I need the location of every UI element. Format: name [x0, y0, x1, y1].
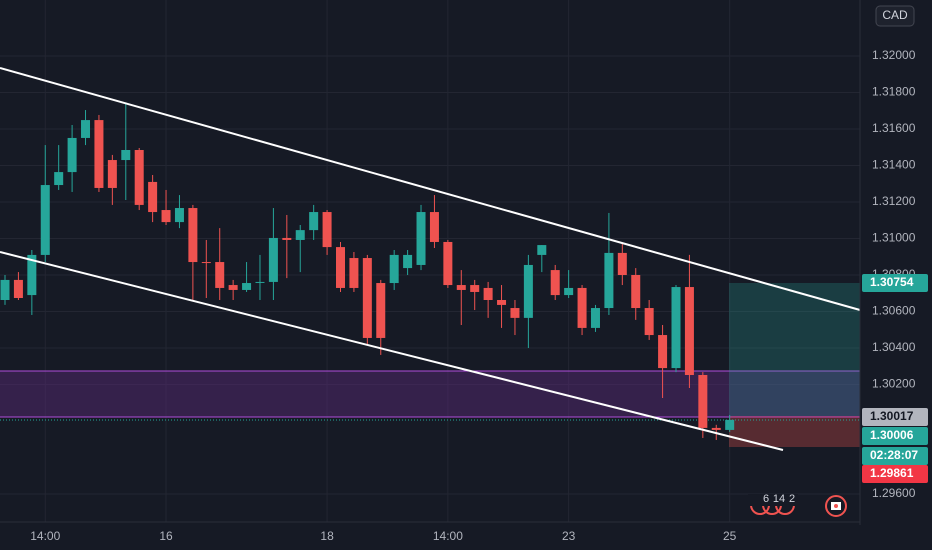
candle-body [510, 308, 520, 318]
y-tick-label: 1.30200 [872, 377, 916, 391]
candle-body [67, 137, 77, 173]
candle-body [107, 160, 117, 188]
price-label: 1.30754 [870, 275, 914, 289]
candle-body [268, 237, 278, 282]
candle-body [0, 279, 10, 300]
y-tick-label: 1.31400 [872, 158, 916, 172]
x-tick-label: 25 [723, 529, 737, 543]
candle-body [698, 375, 708, 428]
candle-body [309, 212, 319, 231]
candle-body [523, 264, 533, 318]
candle-body [134, 150, 144, 205]
y-tick-label: 1.31000 [872, 231, 916, 245]
candle-body [604, 252, 614, 309]
x-tick-label: 14:00 [30, 529, 60, 543]
event-count: 2 [789, 493, 795, 505]
candle-body [644, 308, 654, 336]
candle-body [188, 208, 198, 263]
x-tick-label: 14:00 [433, 529, 463, 543]
candle-body [671, 287, 681, 369]
candles [0, 102, 735, 440]
candle-body [470, 285, 480, 292]
candle-body [242, 283, 252, 290]
currency[interactable]: CAD [882, 8, 908, 22]
candle-body [201, 262, 211, 264]
candle-body [228, 285, 238, 290]
candle-body [349, 258, 359, 288]
trend-line [0, 67, 861, 311]
target-zone [729, 283, 860, 416]
price-label: 1.29861 [870, 466, 914, 480]
price-label: 02:28:07 [870, 448, 918, 462]
price-label-box [862, 447, 928, 465]
candle-body [148, 181, 158, 213]
candle-body [27, 254, 37, 296]
candle-body [590, 308, 600, 328]
y-tick-label: 1.31600 [872, 121, 916, 135]
event-count: 14 [773, 493, 785, 505]
price-labels: 1.30754 1.30017 1.30006 02:28:07 1.29861 [862, 274, 928, 483]
stop-zone [729, 416, 860, 447]
event-bg [748, 494, 798, 506]
price-label: 1.30006 [870, 428, 914, 442]
candle-body [389, 254, 399, 284]
event-count: 6 [763, 493, 769, 505]
flag-leaf [834, 504, 838, 508]
candle-body [40, 185, 50, 255]
y-tick-label: 1.32000 [872, 48, 916, 62]
y-tick-label: 1.31200 [872, 194, 916, 208]
candle-body [94, 120, 104, 188]
candle-body [456, 285, 466, 290]
zone [0, 371, 860, 417]
candle-body [725, 419, 735, 430]
candle-body [403, 254, 413, 269]
candle-body [161, 210, 171, 223]
candle-body [255, 281, 265, 283]
candle-body [658, 335, 668, 369]
candle-body [537, 245, 547, 255]
candle-body [416, 212, 426, 265]
y-tick-label: 1.31800 [872, 85, 916, 99]
price-label-box [862, 427, 928, 445]
candle-body [631, 275, 641, 309]
x-tick-label: 23 [562, 529, 576, 543]
y-tick-label: 1.30400 [872, 340, 916, 354]
y-tick-label: 1.29600 [872, 486, 916, 500]
candle-body [81, 120, 91, 138]
trend-line [0, 251, 784, 451]
candle-body [336, 247, 345, 288]
candle-body [54, 172, 64, 186]
candle-body [711, 427, 721, 430]
candle-body [13, 279, 23, 298]
candle-body [215, 262, 225, 288]
candle-body [295, 230, 305, 240]
candle-body [174, 208, 184, 223]
event-icons: 6 14 2 [748, 493, 847, 517]
candle-body [550, 270, 560, 296]
candle-body [617, 252, 627, 275]
candle-body [429, 212, 439, 242]
candle-body [376, 283, 386, 338]
candle-body [322, 212, 332, 248]
x-tick-label: 18 [320, 529, 334, 543]
candle-body [684, 287, 694, 375]
price-label-box [862, 408, 928, 426]
price-label: 1.30017 [870, 409, 914, 423]
candle-body [577, 287, 587, 328]
candle-body [282, 237, 292, 240]
price-label-box [862, 465, 928, 483]
candle-body [497, 300, 507, 305]
candle-body [362, 258, 372, 338]
currency-button[interactable] [875, 5, 915, 27]
candle-body [483, 287, 493, 300]
candle-body [121, 150, 131, 161]
y-tick-label: 1.30600 [872, 304, 916, 318]
candle-body [443, 241, 453, 286]
x-tick-label: 16 [159, 529, 173, 543]
event-flag[interactable] [825, 495, 847, 517]
price-label-box [862, 274, 928, 292]
candle-body [564, 287, 574, 296]
